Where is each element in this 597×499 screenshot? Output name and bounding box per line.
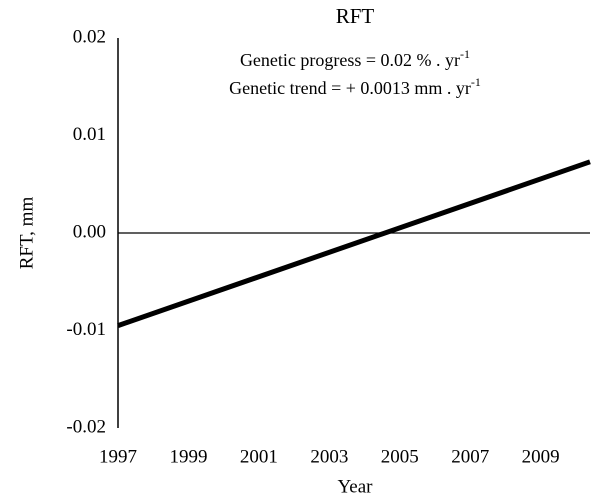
- y-axis-label: RFT, mm: [16, 197, 37, 270]
- y-tick-label: 0.02: [73, 26, 106, 47]
- annotation: Genetic trend = + 0.0013 mm . yr-1: [229, 75, 481, 98]
- line: [117, 159, 591, 328]
- x-tick-label: 2003: [310, 446, 348, 467]
- annotation-sup: -1: [471, 75, 481, 89]
- annotation: Genetic progress = 0.02 % . yr-1: [240, 47, 470, 70]
- chart-title: RFT: [336, 4, 375, 28]
- annotation-text: Genetic progress = 0.02 % . yr: [240, 50, 460, 70]
- y-tick-label: 0.00: [73, 221, 106, 242]
- x-tick-label: 2001: [240, 446, 278, 467]
- y-tick-label: 0.01: [73, 124, 106, 145]
- annotation-text: Genetic trend = + 0.0013 mm . yr: [229, 78, 471, 98]
- x-axis-label: Year: [337, 476, 373, 497]
- x-tick-label: 1997: [99, 446, 137, 467]
- y-tick-label: -0.01: [66, 319, 106, 340]
- x-tick-label: 2007: [451, 446, 489, 467]
- x-tick-label: 1999: [169, 446, 207, 467]
- x-tick-label: 2005: [381, 446, 419, 467]
- annotation-sup: -1: [460, 47, 470, 61]
- y-tick-label: -0.02: [66, 416, 106, 437]
- x-tick-label: 2009: [522, 446, 560, 467]
